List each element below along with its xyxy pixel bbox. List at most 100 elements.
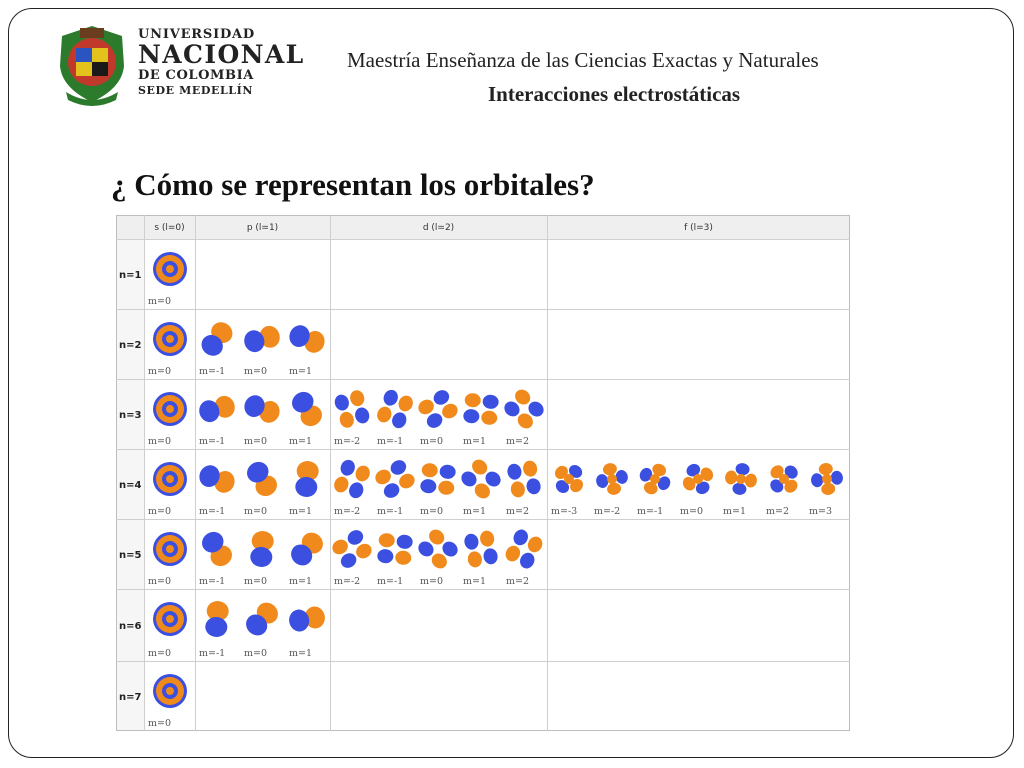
- orbital-p-n2-0: [201, 322, 233, 356]
- m-label: m=0: [420, 436, 443, 447]
- m-label: m=1: [289, 506, 312, 517]
- row-label: n=2: [119, 340, 141, 351]
- slide-title: ¿ Cómo se representan los orbitales?: [111, 167, 595, 202]
- m-label: m=0: [680, 506, 703, 517]
- orbital-s-n6-0: [153, 602, 187, 636]
- orbital-p-n6-2: [289, 606, 325, 632]
- row-label: n=7: [119, 692, 141, 703]
- m-label: m=1: [289, 576, 312, 587]
- m-label: m=1: [723, 506, 746, 517]
- m-label: m=1: [289, 436, 312, 447]
- university-seal-logo: [60, 26, 124, 106]
- orbital-f-n4-3: [682, 463, 714, 495]
- university-line-1: UNIVERSIDAD: [138, 27, 256, 42]
- m-label: m=0: [420, 576, 443, 587]
- column-header-f: f (l=3): [684, 223, 713, 233]
- orbital-s-n3-0: [153, 392, 187, 426]
- orbital-d-n3-3: [463, 393, 499, 425]
- orbital-f-n4-1: [596, 463, 628, 495]
- m-label: m=-2: [334, 436, 360, 447]
- orbital-s-n5-0: [153, 532, 187, 566]
- row-label: n=1: [119, 270, 141, 281]
- orbital-d-n3-1: [377, 389, 413, 429]
- university-line-2: NACIONAL: [138, 40, 305, 69]
- m-label: m=-2: [334, 576, 360, 587]
- orbital-p-n5-0: [202, 531, 232, 567]
- orbital-d-n5-3: [464, 530, 498, 568]
- orbital-p-n5-1: [250, 531, 274, 567]
- m-label: m=-1: [377, 436, 403, 447]
- university-line-4: SEDE MEDELLÍN: [138, 84, 254, 97]
- row-label: n=3: [119, 410, 141, 421]
- orbital-s-n2-0: [153, 322, 187, 356]
- orbital-p-n3-0: [199, 395, 235, 423]
- orbital-s-n4-0: [153, 462, 187, 496]
- orbital-d-n4-0: [334, 459, 370, 499]
- orbital-f-n4-4: [725, 463, 757, 495]
- orbital-p-n3-1: [244, 395, 280, 423]
- m-label: m=0: [148, 506, 171, 517]
- subject-name: Interacciones electrostáticas: [488, 82, 741, 106]
- m-label: m=-1: [199, 436, 225, 447]
- m-label: m=-1: [377, 506, 403, 517]
- m-label: m=1: [289, 366, 312, 377]
- orbital-table: s (l=0) p (l=1) d (l=2) f (l=3) n=1 m=0 n=2 m=0…: [116, 215, 850, 731]
- m-label: m=0: [148, 718, 171, 729]
- m-label: m=0: [148, 576, 171, 587]
- column-header-d: d (l=2): [423, 223, 454, 233]
- m-label: m=2: [506, 436, 529, 447]
- orbital-d-n5-4: [505, 529, 543, 569]
- orbital-f-n4-0: [555, 465, 583, 493]
- row-label-column: [117, 239, 144, 730]
- m-label: m=0: [244, 576, 267, 587]
- orbital-d-n4-2: [420, 463, 456, 495]
- m-label: m=2: [506, 576, 529, 587]
- m-label: m=1: [289, 648, 312, 659]
- orbital-p-n5-2: [291, 532, 323, 566]
- orbital-p-n2-1: [244, 325, 280, 353]
- column-header-s: s (l=0): [154, 223, 184, 233]
- m-label: m=-1: [199, 366, 225, 377]
- orbital-f-n4-5: [770, 465, 798, 493]
- row-label: n=6: [119, 621, 141, 632]
- orbital-p-n6-1: [246, 602, 278, 636]
- orbital-p-n3-2: [292, 391, 322, 427]
- orbital-p-n4-1: [247, 461, 277, 497]
- orbital-p-n4-2: [295, 461, 319, 497]
- m-label: m=-1: [199, 648, 225, 659]
- column-header-p: p (l=1): [247, 223, 278, 233]
- university-name: UNIVERSIDAD NACIONAL DE COLOMBIA SEDE ME…: [138, 27, 305, 97]
- m-label: m=-1: [637, 506, 663, 517]
- orbital-p-n4-0: [199, 465, 235, 493]
- m-label: m=2: [506, 506, 529, 517]
- m-label: m=0: [148, 436, 171, 447]
- m-label: m=3: [809, 506, 832, 517]
- orbital-s-n1-0: [153, 252, 187, 286]
- orbital-d-n3-2: [418, 390, 458, 428]
- m-label: m=2: [766, 506, 789, 517]
- orbital-p-n2-2: [289, 325, 325, 353]
- m-label: m=1: [463, 576, 486, 587]
- orbital-d-n5-1: [377, 533, 413, 565]
- orbital-d-n4-1: [375, 460, 415, 498]
- orbital-d-n3-0: [334, 390, 370, 428]
- m-label: m=0: [420, 506, 443, 517]
- m-label: m=1: [463, 506, 486, 517]
- orbital-f-n4-6: [811, 463, 843, 495]
- orbital-d-n5-2: [418, 529, 458, 569]
- orbital-d-n5-0: [332, 530, 372, 568]
- m-label: m=-2: [594, 506, 620, 517]
- slide-frame: [8, 8, 1014, 758]
- m-label: m=-1: [199, 506, 225, 517]
- orbital-p-n6-0: [205, 601, 229, 637]
- m-label: m=0: [148, 296, 171, 307]
- orbital-d-n4-4: [507, 460, 541, 498]
- m-label: m=-3: [551, 506, 577, 517]
- m-label: m=0: [244, 366, 267, 377]
- orbital-d-n3-4: [504, 389, 544, 429]
- orbital-s-n7-0: [153, 674, 187, 708]
- m-label: m=-2: [334, 506, 360, 517]
- m-label: m=0: [148, 366, 171, 377]
- row-label: n=4: [119, 480, 141, 491]
- m-label: m=-1: [377, 576, 403, 587]
